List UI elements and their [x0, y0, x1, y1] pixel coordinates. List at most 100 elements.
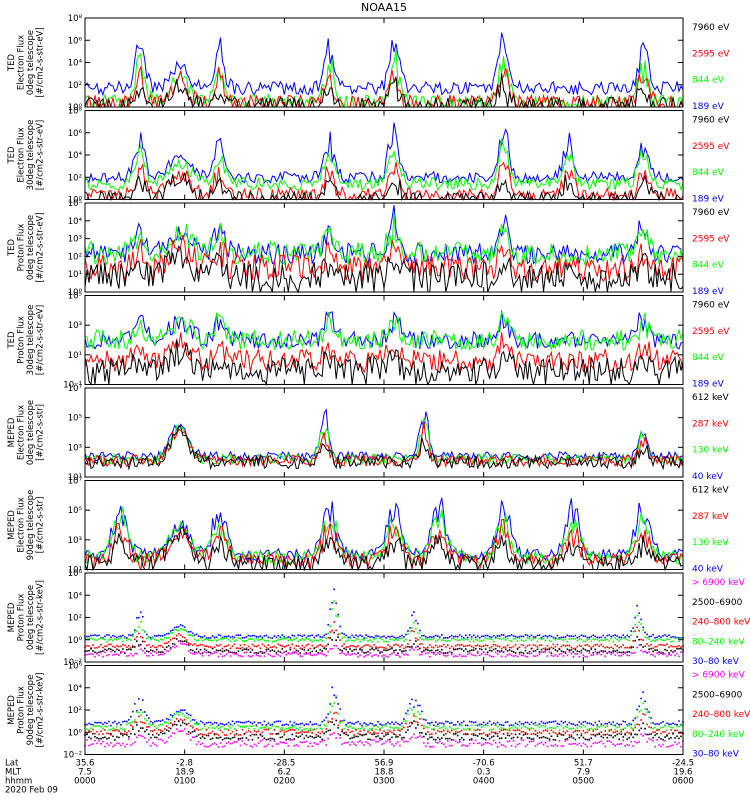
data-point — [650, 653, 652, 656]
data-point — [235, 653, 238, 655]
data-point — [241, 740, 244, 742]
data-point — [325, 716, 327, 719]
data-point — [349, 648, 351, 650]
data-point — [466, 636, 469, 639]
data-point — [646, 711, 648, 713]
data-point — [319, 652, 322, 654]
data-point — [409, 737, 411, 740]
data-point — [419, 629, 421, 632]
data-point — [351, 639, 353, 642]
data-point — [668, 745, 670, 748]
data-point — [285, 742, 288, 745]
data-point — [134, 646, 136, 648]
data-point — [554, 645, 557, 648]
data-point — [147, 739, 150, 741]
data-point — [349, 731, 351, 733]
series-black — [84, 425, 684, 471]
data-point — [255, 724, 258, 726]
data-point — [155, 744, 158, 747]
data-point — [648, 648, 650, 651]
data-point — [88, 730, 90, 733]
data-point — [468, 644, 471, 647]
data-point — [112, 649, 114, 652]
data-point — [273, 640, 276, 642]
data-point — [375, 736, 377, 738]
data-point — [171, 637, 174, 640]
data-point — [548, 738, 551, 740]
data-point — [397, 654, 399, 657]
data-point — [249, 635, 252, 638]
data-point — [588, 638, 591, 641]
data-point — [516, 727, 519, 730]
data-point — [630, 732, 632, 734]
data-point — [128, 638, 130, 640]
data-point — [648, 645, 650, 647]
legend-entry: 612 keV — [692, 393, 729, 403]
data-point — [126, 723, 128, 726]
data-point — [620, 646, 623, 648]
data-point — [610, 646, 613, 649]
data-point — [183, 715, 186, 717]
data-point — [271, 733, 274, 735]
data-point — [295, 652, 298, 654]
data-point — [219, 729, 222, 732]
data-point — [159, 738, 162, 741]
data-point — [472, 640, 475, 643]
data-point — [151, 722, 154, 724]
data-point — [534, 644, 537, 647]
data-point — [351, 653, 353, 655]
data-point — [353, 743, 355, 745]
data-point — [88, 635, 90, 638]
data-point — [532, 723, 535, 725]
data-point — [307, 736, 310, 739]
data-point — [379, 636, 381, 639]
data-point — [470, 721, 473, 723]
data-point — [247, 638, 250, 640]
data-point — [405, 720, 407, 722]
data-point — [197, 651, 200, 654]
data-point — [622, 720, 624, 723]
data-point — [283, 733, 286, 736]
data-point — [439, 730, 441, 733]
data-point — [375, 646, 377, 648]
data-point — [169, 647, 172, 649]
data-point — [484, 741, 487, 744]
data-point — [289, 648, 292, 651]
data-point — [365, 725, 367, 727]
data-point — [409, 702, 411, 705]
data-point — [100, 643, 102, 646]
data-point — [351, 634, 353, 637]
data-point — [514, 745, 517, 748]
data-point — [134, 652, 136, 655]
data-point — [319, 648, 322, 651]
data-point — [149, 744, 152, 747]
data-point — [578, 635, 581, 638]
data-point — [301, 655, 304, 658]
data-point — [369, 732, 371, 734]
data-point — [104, 635, 106, 638]
y-tick-label: 10¹ — [68, 270, 82, 280]
data-point — [670, 723, 672, 726]
data-point — [650, 635, 652, 638]
data-point — [223, 737, 226, 740]
data-point — [598, 636, 601, 639]
data-point — [462, 733, 465, 736]
data-point — [444, 720, 447, 723]
series-red — [84, 711, 684, 736]
data-point — [498, 637, 501, 640]
data-point — [189, 648, 192, 651]
data-point — [223, 650, 226, 652]
data-point — [648, 651, 650, 653]
data-point — [215, 737, 218, 739]
data-point — [646, 741, 648, 743]
data-point — [339, 720, 341, 722]
data-point — [333, 644, 335, 647]
data-point — [201, 742, 204, 745]
data-point — [136, 640, 138, 642]
data-point — [540, 725, 543, 727]
data-point — [586, 636, 589, 639]
data-point — [173, 629, 176, 631]
